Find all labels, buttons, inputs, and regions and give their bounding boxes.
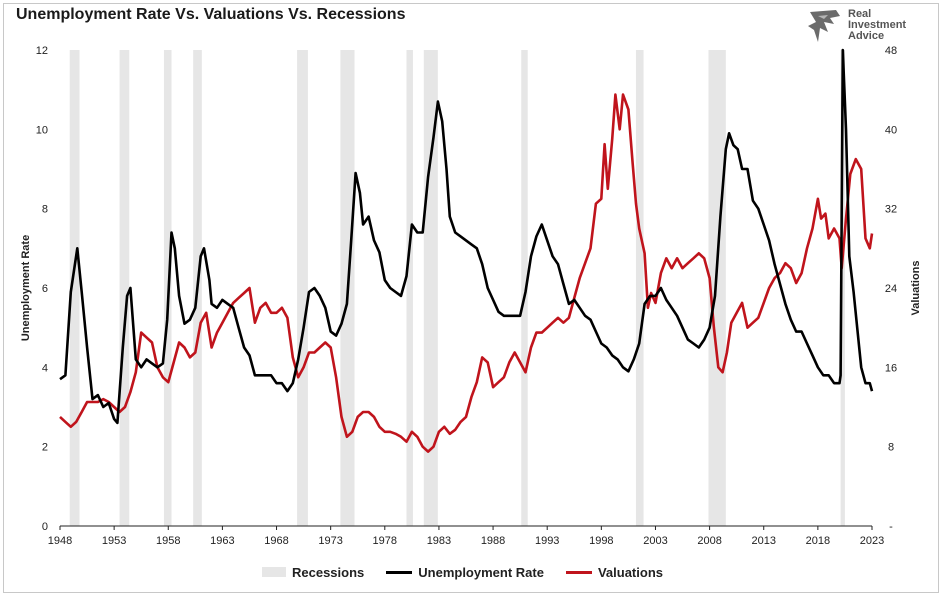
- x-tick-3: 1963: [210, 535, 234, 547]
- y-axis-label-right: Valuations: [910, 260, 922, 315]
- x-axis-ticks: 1948 1953 1958 1963 1968 1973 1978 1983 1988 1993…: [48, 526, 884, 547]
- y-tick-right-5: 40: [885, 124, 897, 136]
- recession-band-4: [297, 50, 308, 526]
- y-tick-left-0: 0: [42, 521, 48, 533]
- recession-band-6: [406, 50, 413, 526]
- y-tick-right-6: 48: [885, 45, 897, 57]
- legend-label-unemployment: Unemployment Rate: [418, 564, 544, 580]
- recession-band-10: [708, 50, 726, 526]
- x-tick-9: 1993: [535, 535, 559, 547]
- x-tick-13: 2013: [751, 535, 775, 547]
- brand-word-2: Investment: [848, 19, 907, 31]
- brand-word-3: Advice: [848, 30, 885, 42]
- recession-bands: [69, 50, 845, 526]
- chart-frame: [3, 3, 939, 593]
- unemployment-line: [59, 48, 874, 425]
- legend: Recessions Unemployment Rate Valuations: [262, 563, 685, 581]
- y-tick-left-1: 2: [42, 442, 48, 454]
- valuations-line: [59, 93, 874, 453]
- x-tick-6: 1978: [373, 535, 397, 547]
- recession-band-7: [423, 50, 438, 526]
- x-tick-5: 1973: [318, 535, 342, 547]
- x-tick-14: 2018: [806, 535, 830, 547]
- recessions-swatch: [262, 567, 286, 577]
- y-tick-left-3: 6: [42, 283, 48, 295]
- y-tick-right-1: 8: [888, 442, 894, 454]
- x-tick-12: 2008: [697, 535, 721, 547]
- right-axis-ticks: - 8 16 24 32 40 48: [885, 45, 897, 533]
- x-tick-7: 1983: [427, 535, 451, 547]
- recession-band-8: [521, 50, 528, 526]
- x-tick-11: 2003: [643, 535, 667, 547]
- valuations-swatch: [565, 570, 592, 574]
- x-tick-15: 2023: [860, 535, 884, 547]
- x-tick-1: 1953: [102, 535, 126, 547]
- recession-band-1: [119, 50, 130, 526]
- legend-item-recessions: Recessions: [262, 565, 364, 580]
- recession-band-9: [635, 50, 644, 526]
- y-tick-right-3: 24: [885, 283, 897, 295]
- chart-title: Unemployment Rate Vs. Valuations Vs. Rec…: [16, 6, 406, 23]
- y-tick-left-2: 4: [42, 362, 48, 374]
- recession-band-0: [69, 50, 80, 526]
- y-tick-right-2: 16: [885, 362, 897, 374]
- y-tick-right-4: 32: [885, 204, 897, 216]
- recession-band-11: [840, 50, 845, 526]
- unemployment-swatch: [386, 570, 413, 574]
- x-tick-2: 1958: [156, 535, 180, 547]
- legend-item-valuations: Valuations: [565, 564, 663, 580]
- brand-word-1: Real: [848, 8, 872, 20]
- left-axis-ticks: 0 2 4 6 8 10 12: [36, 45, 48, 533]
- brand-name: Real Investment Advice: [848, 9, 906, 42]
- legend-item-unemployment: Unemployment Rate: [386, 565, 544, 580]
- y-tick-left-5: 10: [36, 124, 48, 136]
- y-tick-left-4: 8: [42, 204, 48, 216]
- x-tick-10: 1998: [589, 535, 613, 547]
- eagle-icon: [808, 10, 840, 42]
- legend-label-recessions: Recessions: [292, 564, 365, 580]
- x-tick-4: 1968: [264, 535, 288, 547]
- y-axis-label-left: Unemployment Rate: [20, 235, 32, 341]
- y-tick-left-6: 12: [36, 45, 48, 57]
- x-tick-8: 1988: [481, 535, 505, 547]
- x-tick-0: 1948: [48, 535, 72, 547]
- legend-label-valuations: Valuations: [597, 564, 663, 580]
- brand-logo: Real Investment Advice: [806, 8, 916, 48]
- y-tick-right-0: -: [889, 521, 893, 533]
